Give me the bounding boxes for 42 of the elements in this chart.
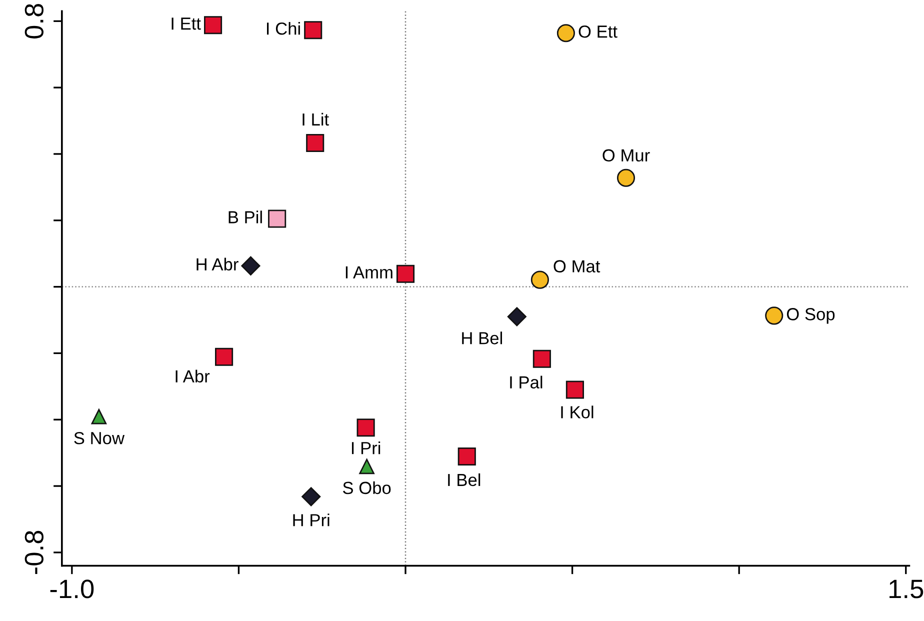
point — [532, 350, 551, 368]
annotation: I Pri — [352, 442, 380, 454]
point — [507, 307, 526, 326]
annotation: S Obo — [342, 481, 391, 494]
annotation: I Chi — [267, 22, 300, 35]
point — [616, 168, 636, 187]
annotation: H Bel — [462, 332, 502, 344]
annotation: I Kol — [561, 406, 594, 418]
y-tick-label: -0.8 — [24, 530, 44, 574]
y-tick-label: 0.8 — [24, 4, 44, 38]
point — [204, 16, 222, 34]
annotation: I Abr — [176, 370, 210, 383]
point — [359, 458, 374, 474]
point — [215, 348, 234, 366]
annotation: I Lit — [302, 112, 329, 126]
point — [241, 256, 260, 276]
point — [530, 270, 549, 289]
annotation: H Pri — [293, 514, 330, 526]
annotation: I Ett — [172, 18, 201, 30]
point — [302, 487, 321, 506]
point — [566, 380, 584, 399]
annotation: I Pal — [510, 376, 542, 389]
x-tick-label: -1.0 — [50, 580, 94, 598]
annotation: O Mat — [554, 260, 600, 272]
point — [91, 408, 107, 424]
point — [306, 134, 324, 152]
annotation: O Mur — [602, 149, 650, 162]
annotation: I Amm — [346, 266, 392, 278]
point — [356, 418, 375, 437]
point — [396, 264, 415, 283]
point — [304, 21, 322, 40]
point — [268, 210, 286, 228]
annotation: O Sop — [786, 308, 835, 324]
annotation: S Now — [74, 432, 125, 444]
annotation: I Bel — [448, 473, 480, 486]
point — [556, 24, 575, 42]
annotation: H Abr — [196, 258, 238, 271]
annotation: O Ett — [578, 25, 618, 38]
annotation: B Pil — [228, 210, 262, 224]
x-tick-label: 1.5 — [890, 580, 924, 598]
point — [765, 306, 784, 325]
point — [458, 447, 476, 466]
